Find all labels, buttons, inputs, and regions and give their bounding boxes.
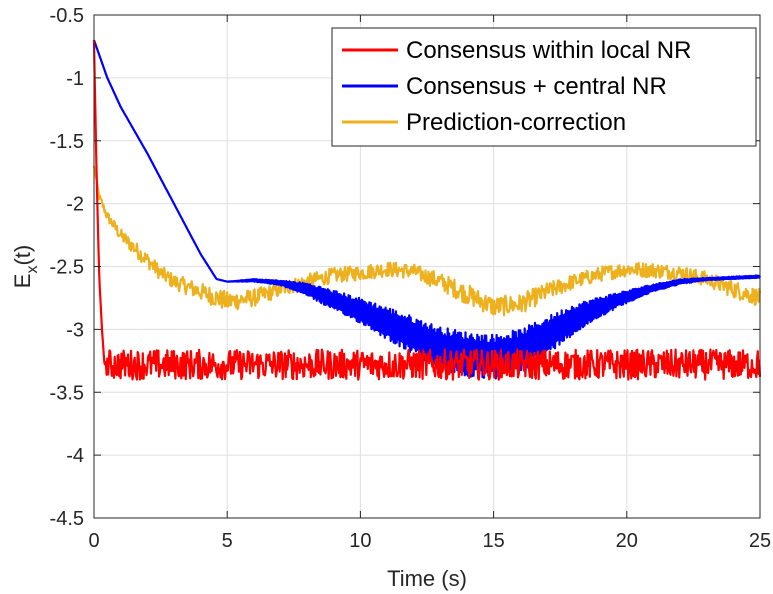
y-tick-label: -0.5 bbox=[50, 5, 84, 27]
x-tick-label: 25 bbox=[749, 530, 771, 552]
y-tick-labels: -0.5 -1 -1.5 -2 -2.5 -3 -3.5 -4 -4.5 bbox=[50, 5, 84, 530]
y-tick-label: -4.5 bbox=[50, 508, 84, 530]
x-tick-label: 0 bbox=[88, 530, 99, 552]
x-tick-label: 5 bbox=[222, 530, 233, 552]
y-axis-label-main: E bbox=[10, 274, 35, 289]
y-tick-label: -1.5 bbox=[50, 131, 84, 153]
y-tick-label: -1 bbox=[66, 68, 84, 90]
legend: Consensus within local NR Consensus + cen… bbox=[331, 27, 757, 147]
y-tick-label: -3 bbox=[66, 319, 84, 341]
legend-entry-label: Consensus within local NR bbox=[406, 37, 691, 64]
y-tick-label: -4 bbox=[66, 445, 84, 467]
series-line bbox=[92, 40, 762, 381]
x-tick-labels: 0 5 10 15 20 25 bbox=[88, 530, 771, 552]
y-axis-label-subscript: x bbox=[24, 266, 41, 274]
y-axis-label: Ex(t) bbox=[10, 245, 41, 288]
legend-entry-label: Prediction-correction bbox=[406, 109, 626, 136]
y-tick-label: -2.5 bbox=[50, 257, 84, 279]
x-tick-label: 15 bbox=[482, 530, 504, 552]
legend-box bbox=[331, 27, 757, 147]
y-tick-label: -3.5 bbox=[50, 382, 84, 404]
y-axis-label-tail: (t) bbox=[10, 245, 35, 266]
series-0 bbox=[92, 40, 762, 381]
series-1 bbox=[92, 39, 762, 380]
x-tick-label: 10 bbox=[349, 530, 371, 552]
series-line bbox=[92, 39, 762, 380]
y-tick-label: -2 bbox=[66, 194, 84, 216]
series-2 bbox=[92, 165, 762, 317]
series-line bbox=[92, 165, 762, 317]
legend-entry-label: Consensus + central NR bbox=[406, 73, 667, 100]
x-tick-label: 20 bbox=[616, 530, 638, 552]
series-layer bbox=[92, 39, 762, 381]
x-axis-label: Time (s) bbox=[387, 566, 467, 591]
